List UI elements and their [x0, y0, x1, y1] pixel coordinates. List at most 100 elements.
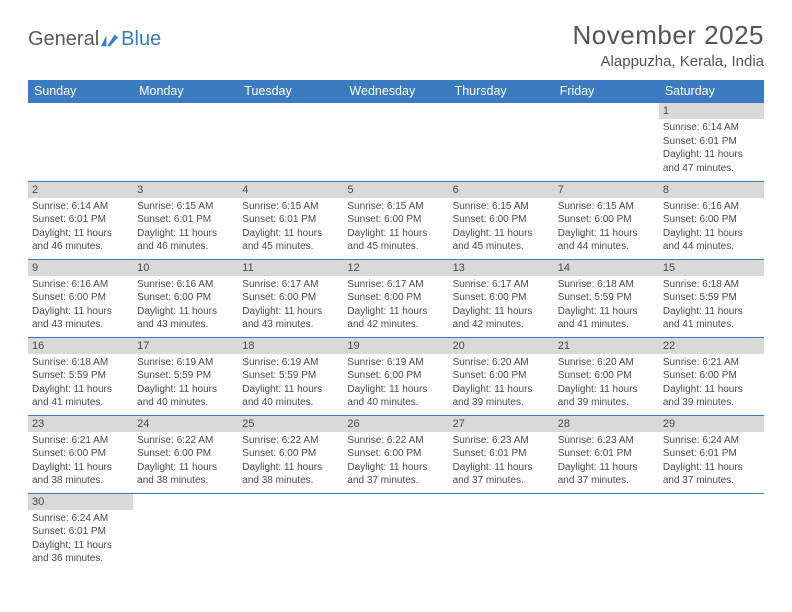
- daylight-line: Daylight: 11 hours and 37 minutes.: [347, 461, 444, 488]
- day-number: 20: [449, 338, 554, 354]
- sunset-line: Sunset: 6:01 PM: [137, 213, 234, 227]
- sunrise-line: Sunrise: 6:22 AM: [242, 434, 339, 448]
- weekday-header: Tuesday: [238, 80, 343, 103]
- day-number: 26: [343, 416, 448, 432]
- day-number: 11: [238, 260, 343, 276]
- day-details: Sunrise: 6:17 AMSunset: 6:00 PMDaylight:…: [449, 276, 554, 334]
- day-number: 23: [28, 416, 133, 432]
- daylight-line: Daylight: 11 hours and 43 minutes.: [137, 305, 234, 332]
- weekday-header: Thursday: [449, 80, 554, 103]
- sunrise-line: Sunrise: 6:24 AM: [32, 512, 129, 526]
- day-number: 29: [659, 416, 764, 432]
- calendar-cell: 25Sunrise: 6:22 AMSunset: 6:00 PMDayligh…: [238, 415, 343, 493]
- calendar-week-row: 1Sunrise: 6:14 AMSunset: 6:01 PMDaylight…: [28, 103, 764, 181]
- sunset-line: Sunset: 6:01 PM: [663, 135, 760, 149]
- sunrise-line: Sunrise: 6:14 AM: [663, 121, 760, 135]
- calendar-week-row: 9Sunrise: 6:16 AMSunset: 6:00 PMDaylight…: [28, 259, 764, 337]
- day-number: 8: [659, 182, 764, 198]
- sunset-line: Sunset: 6:01 PM: [32, 525, 129, 539]
- calendar-cell: 14Sunrise: 6:18 AMSunset: 5:59 PMDayligh…: [554, 259, 659, 337]
- day-details: Sunrise: 6:16 AMSunset: 6:00 PMDaylight:…: [133, 276, 238, 334]
- day-details: Sunrise: 6:18 AMSunset: 5:59 PMDaylight:…: [659, 276, 764, 334]
- daylight-line: Daylight: 11 hours and 37 minutes.: [663, 461, 760, 488]
- calendar-cell: 2Sunrise: 6:14 AMSunset: 6:01 PMDaylight…: [28, 181, 133, 259]
- daylight-line: Daylight: 11 hours and 44 minutes.: [663, 227, 760, 254]
- calendar-cell: [343, 493, 448, 571]
- daylight-line: Daylight: 11 hours and 47 minutes.: [663, 148, 760, 175]
- sunrise-line: Sunrise: 6:17 AM: [347, 278, 444, 292]
- calendar-cell: 1Sunrise: 6:14 AMSunset: 6:01 PMDaylight…: [659, 103, 764, 181]
- calendar-cell: [133, 103, 238, 181]
- day-number: 30: [28, 494, 133, 510]
- day-number: 15: [659, 260, 764, 276]
- day-details: Sunrise: 6:17 AMSunset: 6:00 PMDaylight:…: [238, 276, 343, 334]
- sunrise-line: Sunrise: 6:20 AM: [453, 356, 550, 370]
- sunrise-line: Sunrise: 6:24 AM: [663, 434, 760, 448]
- day-details: Sunrise: 6:22 AMSunset: 6:00 PMDaylight:…: [343, 432, 448, 490]
- weekday-header: Friday: [554, 80, 659, 103]
- daylight-line: Daylight: 11 hours and 37 minutes.: [453, 461, 550, 488]
- sunset-line: Sunset: 6:00 PM: [347, 447, 444, 461]
- calendar-cell: 28Sunrise: 6:23 AMSunset: 6:01 PMDayligh…: [554, 415, 659, 493]
- sunset-line: Sunset: 6:00 PM: [242, 291, 339, 305]
- sunset-line: Sunset: 5:59 PM: [137, 369, 234, 383]
- sunrise-line: Sunrise: 6:22 AM: [347, 434, 444, 448]
- day-number: 3: [133, 182, 238, 198]
- calendar-cell: 7Sunrise: 6:15 AMSunset: 6:00 PMDaylight…: [554, 181, 659, 259]
- day-number: 6: [449, 182, 554, 198]
- calendar-cell: 11Sunrise: 6:17 AMSunset: 6:00 PMDayligh…: [238, 259, 343, 337]
- day-details: Sunrise: 6:21 AMSunset: 6:00 PMDaylight:…: [659, 354, 764, 412]
- calendar-cell: [449, 493, 554, 571]
- calendar-cell: 18Sunrise: 6:19 AMSunset: 5:59 PMDayligh…: [238, 337, 343, 415]
- day-details: Sunrise: 6:23 AMSunset: 6:01 PMDaylight:…: [554, 432, 659, 490]
- calendar-cell: 17 Sunrise: 6:19 AMSunset: 5:59 PMDayligh…: [133, 337, 238, 415]
- day-details: Sunrise: 6:22 AMSunset: 6:00 PMDaylight:…: [133, 432, 238, 490]
- sunrise-line: Sunrise: 6:19 AM: [242, 356, 339, 370]
- day-details: Sunrise: 6:18 AMSunset: 5:59 PMDaylight:…: [554, 276, 659, 334]
- daylight-line: Daylight: 11 hours and 43 minutes.: [32, 305, 129, 332]
- daylight-line: Daylight: 11 hours and 41 minutes.: [663, 305, 760, 332]
- day-number: 17: [133, 338, 238, 354]
- daylight-line: Daylight: 11 hours and 45 minutes.: [242, 227, 339, 254]
- weekday-header: Saturday: [659, 80, 764, 103]
- sunrise-line: Sunrise: 6:14 AM: [32, 200, 129, 214]
- day-number: 9: [28, 260, 133, 276]
- day-details: Sunrise: 6:20 AMSunset: 6:00 PMDaylight:…: [554, 354, 659, 412]
- day-details: Sunrise: 6:19 AMSunset: 6:00 PMDaylight:…: [343, 354, 448, 412]
- calendar-cell: 16Sunrise: 6:18 AMSunset: 5:59 PMDayligh…: [28, 337, 133, 415]
- sunrise-line: Sunrise: 6:19 AM: [137, 356, 234, 370]
- day-number: 28: [554, 416, 659, 432]
- calendar-cell: 8Sunrise: 6:16 AMSunset: 6:00 PMDaylight…: [659, 181, 764, 259]
- title-block: November 2025 Alappuzha, Kerala, India: [573, 20, 765, 70]
- day-details: Sunrise: 6:22 AMSunset: 6:00 PMDaylight:…: [238, 432, 343, 490]
- sunrise-line: Sunrise: 6:15 AM: [137, 200, 234, 214]
- day-details: Sunrise: 6:20 AMSunset: 6:00 PMDaylight:…: [449, 354, 554, 412]
- sunrise-line: Sunrise: 6:21 AM: [32, 434, 129, 448]
- sunset-line: Sunset: 6:01 PM: [663, 447, 760, 461]
- calendar-cell: 29 Sunrise: 6:24 AMSunset: 6:01 PMDayligh…: [659, 415, 764, 493]
- daylight-line: Daylight: 11 hours and 42 minutes.: [347, 305, 444, 332]
- sunset-line: Sunset: 6:00 PM: [453, 369, 550, 383]
- calendar-cell: 21Sunrise: 6:20 AMSunset: 6:00 PMDayligh…: [554, 337, 659, 415]
- sunrise-line: Sunrise: 6:16 AM: [663, 200, 760, 214]
- sunrise-line: Sunrise: 6:22 AM: [137, 434, 234, 448]
- daylight-line: Daylight: 11 hours and 39 minutes.: [453, 383, 550, 410]
- sunset-line: Sunset: 6:00 PM: [347, 369, 444, 383]
- sunset-line: Sunset: 6:00 PM: [663, 369, 760, 383]
- sunset-line: Sunset: 6:00 PM: [242, 447, 339, 461]
- sunset-line: Sunset: 6:01 PM: [32, 213, 129, 227]
- calendar-cell: 24Sunrise: 6:22 AMSunset: 6:00 PMDayligh…: [133, 415, 238, 493]
- sunset-line: Sunset: 5:59 PM: [242, 369, 339, 383]
- daylight-line: Daylight: 11 hours and 38 minutes.: [32, 461, 129, 488]
- daylight-line: Daylight: 11 hours and 38 minutes.: [242, 461, 339, 488]
- sunset-line: Sunset: 5:59 PM: [32, 369, 129, 383]
- day-details: Sunrise: 6:17 AMSunset: 6:00 PMDaylight:…: [343, 276, 448, 334]
- sunrise-line: Sunrise: 6:19 AM: [347, 356, 444, 370]
- calendar-cell: [238, 493, 343, 571]
- daylight-line: Daylight: 11 hours and 40 minutes.: [137, 383, 234, 410]
- day-details: Sunrise: 6:23 AMSunset: 6:01 PMDaylight:…: [449, 432, 554, 490]
- daylight-line: Daylight: 11 hours and 44 minutes.: [558, 227, 655, 254]
- sunrise-line: Sunrise: 6:23 AM: [558, 434, 655, 448]
- day-number: 25: [238, 416, 343, 432]
- sunset-line: Sunset: 6:00 PM: [347, 213, 444, 227]
